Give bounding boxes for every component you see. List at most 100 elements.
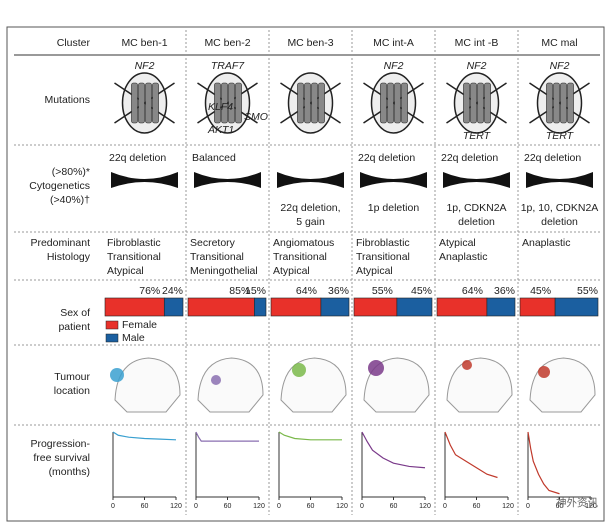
chromatid (318, 82, 325, 124)
chromatid (463, 82, 470, 124)
cluster-name: MC ben-2 (204, 37, 250, 49)
gene: TRAF7 (211, 60, 245, 72)
gene: TERT (546, 130, 575, 142)
bar-female (187, 297, 255, 317)
x-tick-label: 60 (556, 503, 564, 510)
chromatid (145, 82, 152, 124)
x-tick-label: 120 (336, 503, 348, 510)
row-label: Sex of (60, 307, 90, 319)
bar-female (436, 297, 488, 317)
brain-outline (280, 357, 347, 413)
value-label: 64% (462, 285, 483, 297)
cyto-label: 1p, CDKN2A (446, 202, 506, 214)
histology: Atypical (273, 265, 310, 277)
cyto-label: 5 gain (296, 216, 325, 228)
gene: AKT1 (207, 124, 234, 136)
histology: Secretory (190, 237, 236, 249)
axes (527, 432, 591, 498)
tumour (462, 360, 472, 370)
bar-female (519, 297, 556, 317)
row-label: (>80%)* (52, 166, 90, 178)
value-label: 24% (162, 285, 183, 297)
row-label: location (54, 385, 90, 397)
value-label: 55% (372, 285, 393, 297)
gene: NF2 (467, 60, 487, 72)
survival-curve (112, 431, 177, 441)
frame (6, 26, 605, 522)
histology: Transitional (356, 251, 410, 263)
x-tick-label: 0 (526, 503, 530, 510)
bar-female (270, 297, 322, 317)
cyto-label: 22q deletion, (280, 202, 340, 214)
chromatid (214, 82, 221, 124)
axes (361, 432, 425, 498)
cyto-label: 22q deletion (358, 152, 415, 164)
value-label: 64% (296, 285, 317, 297)
chromatid (567, 82, 574, 124)
axes (112, 432, 176, 498)
cyto-label: Balanced (192, 152, 236, 164)
axes (195, 432, 259, 498)
cluster-name: MC int -B (455, 37, 499, 49)
histology: Transitional (273, 251, 327, 263)
tumour (368, 360, 384, 376)
chromatid (560, 82, 567, 124)
value-label: 45% (411, 285, 432, 297)
legend-swatch (105, 320, 119, 330)
chromatid (546, 82, 553, 124)
x-tick-label: 0 (277, 503, 281, 510)
axes (444, 432, 508, 498)
chromatid (553, 82, 560, 124)
cluster-name: MC int-A (373, 37, 414, 49)
chromosome (443, 172, 510, 188)
row-label: (>40%)† (50, 194, 90, 206)
gene: NF2 (135, 60, 155, 72)
cyto-label: 22q deletion (109, 152, 166, 164)
cyto-label: deletion (541, 216, 578, 228)
histology: Meningothelial (190, 265, 258, 277)
x-tick-label: 60 (141, 503, 149, 510)
cyto-label: 22q deletion (441, 152, 498, 164)
bar-male (486, 297, 516, 317)
gene: NF2 (550, 60, 570, 72)
brain-outline (446, 357, 513, 413)
legend-swatch (105, 333, 119, 343)
survival-curve (527, 431, 560, 495)
chromosome (360, 172, 427, 188)
chromatid (138, 82, 145, 124)
bar-male (320, 297, 350, 317)
x-tick-label: 60 (473, 503, 481, 510)
value-label: 76% (139, 285, 160, 297)
cyto-label: deletion (458, 216, 495, 228)
x-tick-label: 120 (502, 503, 514, 510)
bar-female (104, 297, 165, 317)
value-label: 85% (229, 285, 250, 297)
chromatid (311, 82, 318, 124)
value-label: 36% (494, 285, 515, 297)
chromatid (221, 82, 228, 124)
row-label: Tumour (54, 371, 90, 383)
x-tick-label: 0 (111, 503, 115, 510)
chromatid (152, 82, 159, 124)
gene: KLF4 (208, 101, 233, 113)
x-tick-label: 120 (253, 503, 265, 510)
chromatid (387, 82, 394, 124)
chromosome (277, 172, 344, 188)
chromatid (131, 82, 138, 124)
gene: SMO (244, 111, 268, 123)
bar-male (163, 297, 184, 317)
x-tick-label: 60 (307, 503, 315, 510)
chromatid (401, 82, 408, 124)
histology: Transitional (107, 251, 161, 263)
chromatid (380, 82, 387, 124)
cluster-name: MC mal (541, 37, 577, 49)
cluster-name: MC ben-3 (287, 37, 333, 49)
x-tick-label: 60 (390, 503, 398, 510)
tumour (538, 366, 550, 378)
bar-male (254, 297, 267, 317)
chromatid (297, 82, 304, 124)
histology: Atypical (439, 237, 476, 249)
cyto-label: 22q deletion (524, 152, 581, 164)
survival-curve (278, 431, 342, 441)
